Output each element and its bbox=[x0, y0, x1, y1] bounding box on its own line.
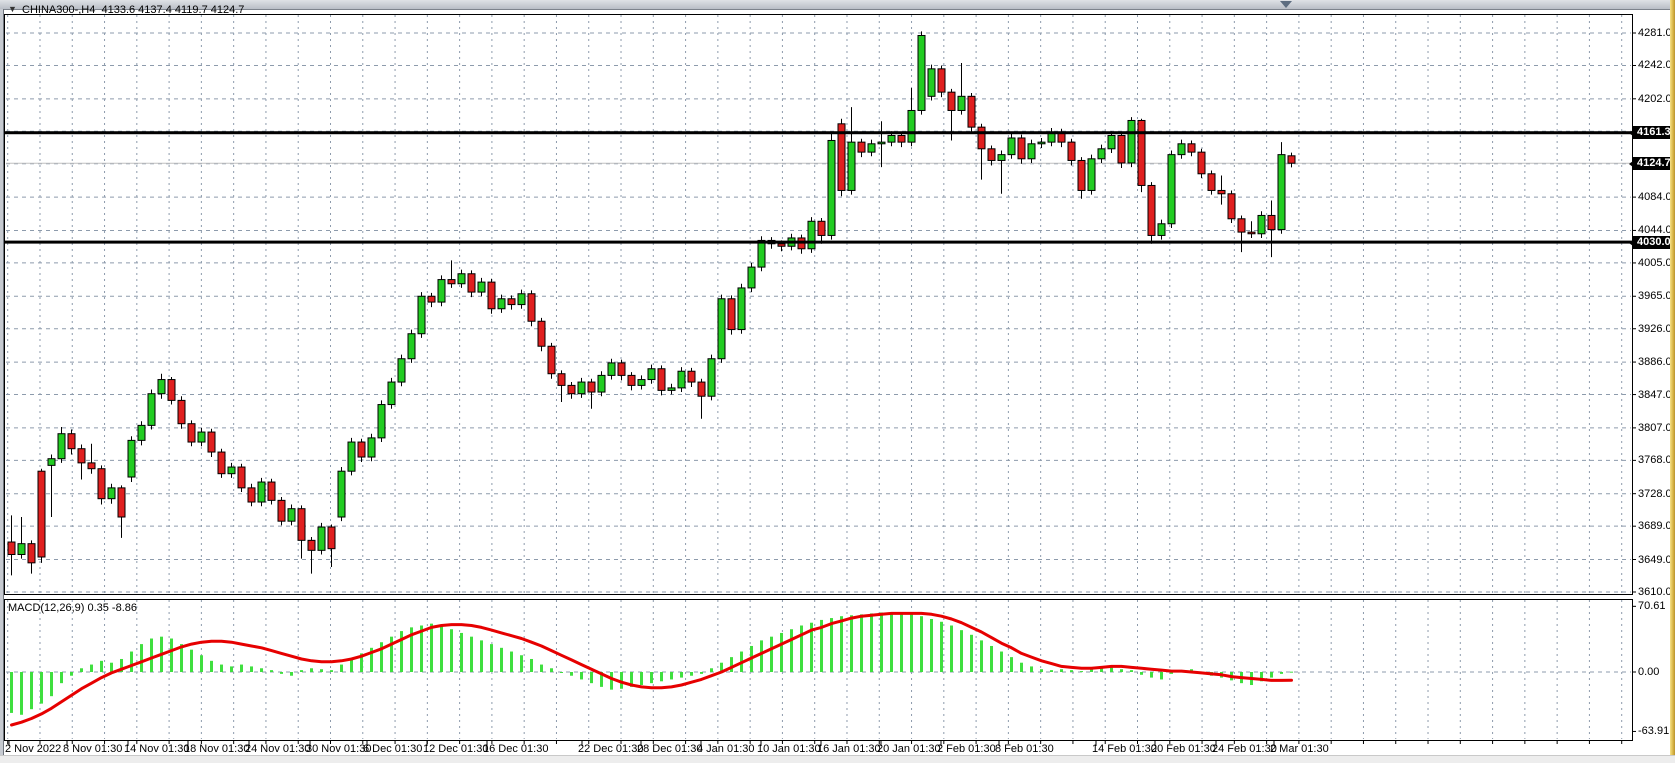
price-axis-label: 3965.0 bbox=[1638, 290, 1672, 303]
time-axis-label: 16 Jan 01:30 bbox=[817, 743, 881, 755]
window-bottom-border bbox=[0, 755, 1675, 763]
support-price-box: 4030.0 bbox=[1629, 235, 1674, 249]
price-axis-label: 4005.0 bbox=[1638, 256, 1672, 269]
time-axis-label: 30 Nov 01:30 bbox=[306, 743, 372, 755]
resistance-line[interactable] bbox=[5, 131, 1632, 135]
macd-axis-label: -63.91 bbox=[1638, 725, 1670, 738]
price-axis-label: 4281.0 bbox=[1638, 27, 1672, 39]
time-axis-label: 16 Dec 01:30 bbox=[483, 743, 549, 755]
time-axis-label: 2 Mar 01:30 bbox=[1270, 743, 1329, 755]
price-axis-label: 3926.0 bbox=[1638, 322, 1672, 335]
resistance-price-box: 4161.3 bbox=[1629, 126, 1674, 140]
chart-scroll-strip[interactable] bbox=[0, 0, 1675, 10]
price-axis-label: 3728.0 bbox=[1638, 487, 1672, 500]
price-axis-label: 3649.0 bbox=[1638, 553, 1672, 566]
time-axis-label: 2 Feb 01:30 bbox=[937, 743, 996, 755]
time-axis-label: 20 Jan 01:30 bbox=[877, 743, 941, 755]
price-axis-label: 3689.0 bbox=[1638, 520, 1672, 533]
price-axis-label: 4044.0 bbox=[1638, 224, 1672, 237]
time-axis-label: 8 Feb 01:30 bbox=[995, 743, 1054, 755]
window-left-border bbox=[0, 9, 4, 763]
time-axis-label: 22 Dec 01:30 bbox=[578, 743, 644, 755]
symbol-dropdown-icon[interactable]: ▼ bbox=[8, 4, 17, 14]
price-axis-label: 3886.0 bbox=[1638, 356, 1672, 369]
time-axis-label: 8 Nov 01:30 bbox=[63, 743, 123, 755]
price-axis-label: 3807.0 bbox=[1638, 421, 1672, 434]
price-axis-label: 3847.0 bbox=[1638, 388, 1672, 401]
time-axis-label: 14 Feb 01:30 bbox=[1092, 743, 1157, 755]
time-axis-label: 12 Dec 01:30 bbox=[423, 743, 489, 755]
time-axis-label: 24 Nov 01:30 bbox=[245, 743, 311, 755]
price-axis-label: 3768.0 bbox=[1638, 454, 1672, 467]
time-axis-label: 14 Nov 01:30 bbox=[124, 743, 190, 755]
candles bbox=[7, 31, 1296, 576]
macd-signal-line bbox=[10, 611, 1293, 727]
time-axis-label: 18 Nov 01:30 bbox=[184, 743, 250, 755]
macd-histogram bbox=[10, 612, 1293, 715]
price-axis-label: 3610.0 bbox=[1638, 585, 1672, 598]
macd-axis-label: 70.61 bbox=[1638, 600, 1666, 613]
time-axis-label: 2 Nov 2022 bbox=[5, 743, 62, 755]
time-axis-label: 24 Feb 01:30 bbox=[1212, 743, 1277, 755]
time-axis-label: 6 Dec 01:30 bbox=[363, 743, 423, 755]
time-axis-label: 20 Feb 01:30 bbox=[1151, 743, 1216, 755]
time-axis-label: 4 Jan 01:30 bbox=[697, 743, 755, 755]
window-right-accent-strip bbox=[1670, 0, 1675, 763]
support-line[interactable] bbox=[5, 240, 1632, 244]
current-price-box: 4124.7 bbox=[1629, 156, 1674, 170]
price-axis-label: 4202.0 bbox=[1638, 92, 1672, 105]
time-axis-label: 10 Jan 01:30 bbox=[757, 743, 821, 755]
price-axis-label: 4084.0 bbox=[1638, 191, 1672, 204]
time-axis-label: 28 Dec 01:30 bbox=[637, 743, 703, 755]
macd-axis-label: 0.00 bbox=[1638, 666, 1660, 678]
symbol-ohlc-title: CHINA300-,H4 4133.6 4137.4 4119.7 4124.7 bbox=[22, 4, 245, 16]
price-axis-label: 4242.0 bbox=[1638, 59, 1672, 72]
scroll-position-marker-icon[interactable] bbox=[1280, 1, 1292, 8]
macd-indicator-label: MACD(12,26,9) 0.35 -8.86 bbox=[8, 602, 138, 614]
